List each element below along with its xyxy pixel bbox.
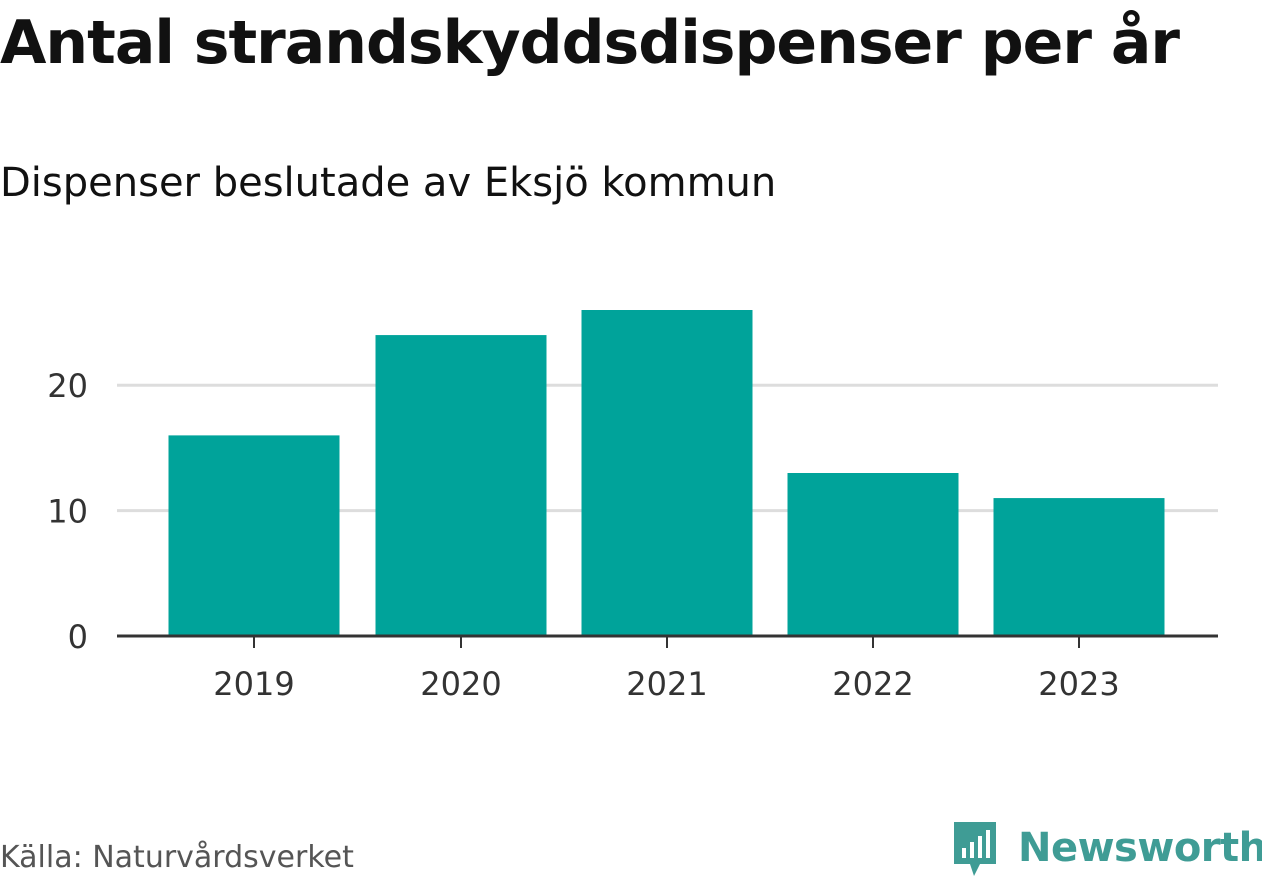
x-tick-label: 2023	[1038, 665, 1119, 703]
x-tick-label: 2019	[213, 665, 294, 703]
bar-2020	[375, 335, 547, 636]
y-tick-labels: 0 10 20	[47, 367, 88, 656]
newsworthy-logo-icon	[954, 822, 996, 876]
y-tick-label: 0	[68, 618, 88, 656]
source-note: Källa: Naturvårdsverket	[0, 840, 354, 875]
brand-name: Newsworthy	[1018, 825, 1262, 871]
x-tick-label: 2020	[420, 665, 501, 703]
chart-subtitle: Dispenser beslutade av Eksjö kommun	[0, 160, 777, 206]
x-tick-label: 2021	[626, 665, 707, 703]
y-tick-label: 10	[47, 493, 88, 531]
y-tick-label: 20	[47, 367, 88, 405]
bars	[168, 310, 1165, 636]
x-tick-labels: 2019 2020 2021 2022 2023	[213, 665, 1119, 703]
brand-logo: Newsworthy	[950, 818, 1262, 878]
x-axis	[117, 634, 1218, 648]
chart-title: Antal strandskyddsdispenser per år	[0, 8, 1180, 78]
bar-2022	[787, 473, 959, 636]
bar-2023	[993, 498, 1165, 636]
x-tick-label: 2022	[832, 665, 913, 703]
bar-2021	[581, 310, 753, 636]
bar-2019	[168, 435, 340, 636]
